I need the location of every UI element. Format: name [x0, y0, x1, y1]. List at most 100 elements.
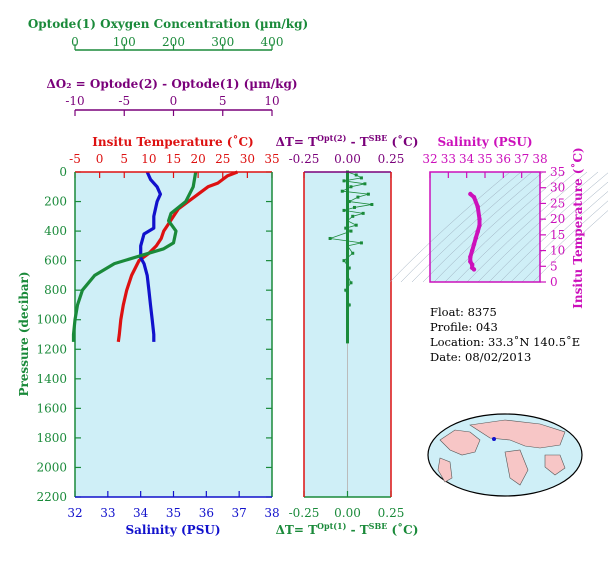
- oxygen-axis: Optode(1) Oxygen Concentration (µm/kg) 0…: [28, 17, 308, 51]
- salinity-tick-label: 35: [166, 506, 181, 520]
- delta-t-top-tick-label: 0.25: [378, 152, 405, 166]
- oxygen-axis-title: Optode(1) Oxygen Concentration (µm/kg): [28, 17, 308, 31]
- profile-panel-bg: [75, 172, 272, 497]
- isopycnal-line: [466, 171, 588, 283]
- isopycnal-line: [400, 171, 522, 283]
- ts-salinity-tick-label: 38: [532, 152, 547, 166]
- delta-o2-tick-label: -10: [65, 94, 84, 108]
- ts-salinity-tick-label: 36: [496, 152, 511, 166]
- delta-t-connector: [350, 183, 365, 188]
- pressure-tick-label: 1800: [36, 431, 67, 445]
- ts-point: [471, 194, 477, 200]
- float-id: Float: 8375: [430, 305, 497, 319]
- ts-point: [475, 229, 480, 234]
- oxygen-tick-label: 300: [211, 35, 234, 49]
- isopycnal-line: [455, 171, 577, 283]
- delta-t-bottom-title: ΔT= TOpt(1) - TSBE (˚C): [276, 521, 419, 537]
- ts-point: [471, 267, 477, 272]
- pressure-tick-label: 1200: [36, 342, 67, 356]
- delta-o2-tick-label: -5: [118, 94, 130, 108]
- salinity-tick-label: 33: [100, 506, 115, 520]
- delta-t-top-title: ΔT= TOpt(2) - TSBE (˚C): [276, 133, 419, 149]
- ts-point: [468, 191, 473, 197]
- isopycnal-line: [510, 191, 608, 283]
- ts-temp-tick-label: 0: [550, 275, 558, 289]
- pressure-axis-title: Pressure (decibar): [17, 271, 31, 396]
- pressure-tick-label: 2200: [36, 490, 67, 504]
- world-map: [427, 413, 583, 497]
- delta-t-bottom-tick-label: 0.25: [378, 506, 405, 520]
- pressure-tick-label: 200: [44, 195, 67, 209]
- isopycnal-line: [433, 171, 555, 283]
- pressure-tick-label: 2000: [36, 460, 67, 474]
- temperature-profile-line: [116, 170, 239, 343]
- oxygen-tick-label: 200: [162, 35, 185, 49]
- salinity-axis-title: Salinity (PSU): [125, 523, 220, 537]
- map-land: [437, 419, 566, 486]
- isopycnal-line: [477, 171, 599, 283]
- temperature-tick-label: 25: [215, 152, 230, 166]
- temperature-tick-label: 35: [264, 152, 279, 166]
- delta-o2-tick-label: 10: [264, 94, 279, 108]
- pressure-tick-label: 800: [44, 283, 67, 297]
- temperature-tick-label: -5: [69, 152, 81, 166]
- delta-t-top-tick-label: 0.00: [334, 152, 361, 166]
- delta-t-connector: [349, 201, 372, 205]
- pressure-tick-label: 1600: [36, 401, 67, 415]
- ts-salinity-tick-label: 37: [514, 152, 529, 166]
- date: Date: 08/02/2013: [430, 350, 532, 364]
- profile-panel: Insitu Temperature (˚C) -5 0 5 10 15 20 25 30 35…: [17, 134, 391, 537]
- ts-point: [468, 254, 473, 260]
- isopycnal-line: [499, 181, 608, 283]
- temperature-axis-title: Insitu Temperature (˚C): [92, 134, 253, 149]
- temperature-tick-label: 0: [96, 152, 104, 166]
- pressure-tick-label: 600: [44, 254, 67, 268]
- delta-o2-tick-label: 0: [170, 94, 178, 108]
- delta-t-connector: [352, 212, 364, 217]
- ts-point: [469, 262, 475, 267]
- pressure-tick-label: 1400: [36, 372, 67, 386]
- oxygen-profile-line: [71, 171, 198, 342]
- salinity-tick-label: 32: [67, 506, 82, 520]
- isopycnal-line: [488, 172, 608, 283]
- delta-t-bottom-tick-label: 0.00: [334, 506, 361, 520]
- salinity-tick-label: 38: [264, 506, 279, 520]
- delta-o2-axis-title: ΔO₂ = Optode(2) - Optode(1) (µm/kg): [46, 77, 297, 91]
- pressure-tick-label: 400: [44, 224, 67, 238]
- ts-temp-tick-label: 10: [550, 244, 565, 258]
- pressure-tick-label: 1000: [36, 313, 67, 327]
- salinity-tick-label: 34: [133, 506, 149, 520]
- ts-point: [469, 248, 475, 253]
- ts-point: [475, 204, 480, 209]
- location: Location: 33.3˚N 140.5˚E: [430, 335, 581, 349]
- isopycnal-line: [521, 200, 608, 283]
- pressure-tick-label: 0: [59, 165, 67, 179]
- delta-t-connector: [357, 193, 369, 198]
- isopycnal-line: [444, 171, 566, 283]
- temperature-tick-label: 10: [141, 152, 156, 166]
- ts-temp-tick-label: 35: [550, 165, 565, 179]
- salinity-tick-label: 37: [232, 506, 247, 520]
- isopycnal-line: [532, 210, 608, 283]
- delta-t-bottom-tick-label: -0.25: [289, 506, 320, 520]
- float-info: Float: 8375 Profile: 043 Location: 33.3˚…: [430, 305, 580, 365]
- ts-temp-tick-label: 25: [550, 196, 565, 210]
- ts-point: [473, 235, 479, 241]
- delta-o2-axis: ΔO₂ = Optode(2) - Optode(1) (µm/kg) -10 -…: [46, 77, 298, 116]
- ts-salinity-tick-label: 33: [441, 152, 456, 166]
- oxygen-tick-label: 400: [261, 35, 284, 49]
- ts-temp-tick-label: 20: [550, 212, 565, 226]
- ts-temperature-title: Insitu Temperature (˚C): [570, 147, 585, 308]
- ts-salinity-title: Salinity (PSU): [437, 135, 532, 149]
- isopycnal-line: [389, 171, 511, 283]
- ts-salinity-tick-label: 32: [422, 152, 437, 166]
- isopycnal-line: [411, 171, 533, 283]
- ts-panel: Salinity (PSU) 32 33 34 35 36 37 3805101520253…: [389, 135, 608, 309]
- ts-salinity-tick-label: 35: [477, 152, 492, 166]
- delta-t-top-tick-label: -0.25: [289, 152, 320, 166]
- delta-o2-tick-label: 5: [219, 94, 227, 108]
- salinity-tick-label: 36: [199, 506, 214, 520]
- delta-t-connector: [347, 242, 362, 247]
- oxygen-tick-label: 100: [113, 35, 136, 49]
- float-location-marker: [492, 437, 496, 441]
